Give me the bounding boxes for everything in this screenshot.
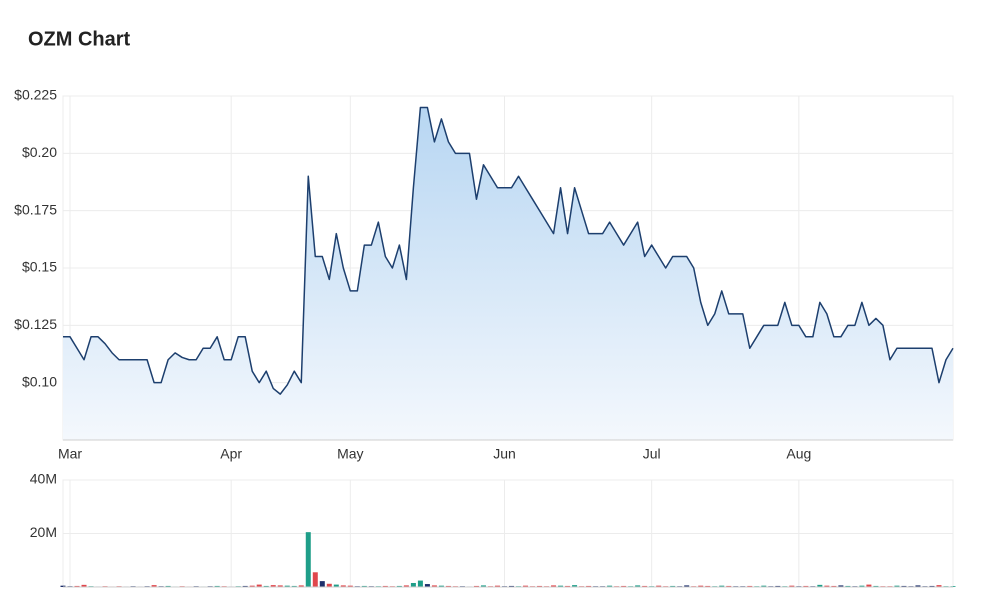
volume-bar [845,585,851,587]
volume-bar [403,585,409,587]
volume-bar [431,585,437,587]
volume-bar [291,585,297,587]
volume-bar [761,585,767,587]
volume-bar [705,585,711,587]
volume-bar [565,585,571,587]
x-tick-label: Jul [643,446,661,462]
volume-bar [326,583,332,587]
volume-bar [256,584,262,587]
volume-bar [382,585,388,587]
volume-bar [60,585,66,587]
volume-bar [551,585,557,587]
y-tick-label: $0.225 [14,87,57,103]
volume-bar [270,585,276,587]
volume-bar [789,585,795,587]
volume-bar [242,585,248,587]
x-tick-label: Apr [220,446,242,462]
volume-bar [396,585,402,587]
volume-bar [74,585,80,587]
volume-bar [635,585,641,587]
volume-bar [494,585,500,587]
volume-bar [915,585,921,587]
volume-bar [803,585,809,587]
volume-bar [670,585,676,587]
volume-bar [586,585,592,587]
volume-bar [929,585,935,587]
volume-bar [305,532,311,587]
volume-bar [824,585,830,587]
volume-bar [866,584,872,587]
volume-bar [284,585,290,587]
volume-bar [656,585,662,587]
volume-bar [901,585,907,587]
volume-bar [558,585,564,587]
chart-title: OZM Chart [28,28,131,50]
volume-bar [480,585,486,587]
x-tick-label: May [337,446,363,462]
volume-bar [277,585,283,587]
volume-bar [438,585,444,587]
volume-bar [151,585,157,587]
volume-bar [473,585,479,587]
volume-bar [319,581,325,587]
volume-bar [775,585,781,587]
volume-bar [298,585,304,587]
volume-bar [361,585,367,587]
volume-bar [726,585,732,587]
volume-bar [523,585,529,587]
y-tick-label: $0.20 [22,144,57,160]
volume-bar [936,585,942,587]
volume-bar [263,585,269,587]
volume-bar [817,584,823,587]
volume-bar [859,585,865,587]
volume-bar [424,584,430,587]
volume-bar [572,585,578,587]
volume-bar [249,585,255,587]
volume-bar [873,585,879,587]
volume-bar [607,585,613,587]
volume-bar [333,584,339,587]
volume-bar [165,585,171,587]
volume-bar [347,585,353,587]
volume-bar [747,585,753,587]
volume-bar [509,585,515,587]
price-line [63,106,954,395]
volume-bar [894,585,900,587]
volume-bar [214,585,220,587]
y-tick-label: $0.10 [22,373,57,389]
x-tick-label: Jun [493,446,516,462]
volume-bar [838,585,844,587]
price-area [63,107,953,440]
x-tick-label: Aug [786,446,811,462]
y-tick-label: $0.175 [14,201,57,217]
volume-bar [719,585,725,587]
volume-bar [312,572,318,587]
volume-bar [684,585,690,587]
volume-bar [698,585,704,587]
volume-bar [340,585,346,587]
y-tick-label: 40M [30,471,57,487]
y-tick-label: 20M [30,524,57,540]
volume-bar [621,585,627,587]
y-tick-label: $0.15 [22,259,57,275]
volume-bar [831,585,837,587]
volume-bar [81,584,87,587]
volume-bar [417,580,423,587]
volume-bar [410,582,416,587]
x-tick-label: Mar [58,446,82,462]
volume-bar [445,585,451,587]
volume-bar [537,585,543,587]
y-tick-label: $0.125 [14,316,57,332]
volume-bar [642,585,648,587]
